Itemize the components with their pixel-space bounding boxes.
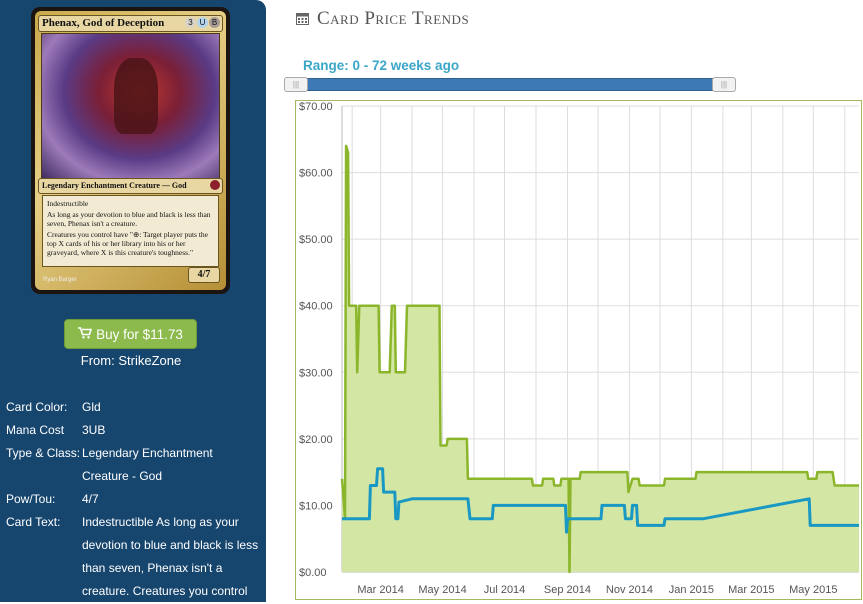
y-tick-label: $40.00 (299, 301, 333, 313)
info-label: Pow/Tou: (6, 492, 56, 506)
buy-button[interactable]: Buy for $11.73 (64, 319, 197, 349)
info-label: Card Text: (6, 515, 61, 529)
section-title-text: Card Price Trends (317, 8, 470, 29)
y-tick-label: $10.00 (299, 500, 333, 512)
info-label: Type & Class: (6, 446, 81, 460)
section-title: Card Price Trends (296, 8, 469, 31)
x-tick-label: Nov 2014 (606, 584, 653, 596)
price-chart-svg: $0.00 $10.00 $20.00 $30.00 $40.00 $50.00 $60.0… (299, 101, 859, 596)
info-value: 3UB (82, 423, 106, 437)
calendar-icon (296, 9, 309, 31)
x-tick-label: Jan 2015 (669, 584, 714, 596)
price-line-green (340, 144, 859, 574)
info-row-pow: Pow/Tou: 4/7 (6, 488, 262, 511)
art-figure (114, 58, 158, 134)
slider-handle-left[interactable]: ||| (284, 77, 308, 92)
y-tick-label: $70.00 (299, 101, 333, 113)
buy-label: Buy for $11.73 (96, 327, 183, 342)
blue-mana-icon: U (197, 17, 208, 28)
price-line-blue (342, 467, 859, 534)
info-value: Indestructible As long as your devotion … (82, 515, 259, 598)
black-mana-icon: B (209, 17, 220, 28)
price-area (342, 145, 859, 572)
x-tick-label: May 2014 (418, 584, 466, 596)
info-label: Card Color: (6, 400, 68, 414)
x-tick-label: May 2015 (789, 584, 837, 596)
seller-label: From: StrikeZone (80, 353, 182, 368)
info-row-color: Card Color: Gld (6, 396, 262, 419)
info-value: Gld (82, 400, 101, 414)
set-symbol-icon (210, 180, 220, 190)
rules-line: As long as your devotion to blue and bla… (47, 210, 211, 228)
y-tick-label: $30.00 (299, 367, 333, 379)
card-name: Phenax, God of Deception (38, 15, 223, 32)
card-rules-text: Indestructible As long as your devotion … (42, 195, 219, 267)
info-value: Legendary Enchantment Creature - God (82, 446, 213, 483)
y-tick-label: $0.00 (299, 567, 327, 579)
y-tick-label: $20.00 (299, 434, 333, 446)
y-tick-label: $50.00 (299, 234, 333, 246)
info-row-type: Type & Class: Legendary Enchantment Creat… (6, 442, 262, 488)
info-row-text: Card Text: Indestructible As long as your… (6, 511, 262, 602)
info-value: 4/7 (82, 492, 99, 506)
card-art (41, 33, 220, 179)
price-chart: $0.00 $10.00 $20.00 $30.00 $40.00 $50.00 $60.0… (295, 100, 862, 600)
card-info: Card Color: Gld Mana Cost 3UB Type & Class… (6, 396, 262, 602)
range-label: Range: 0 - 72 weeks ago (303, 58, 460, 73)
card-power-toughness: 4/7 (188, 267, 220, 283)
x-tick-label: Mar 2015 (728, 584, 774, 596)
x-tick-label: Mar 2014 (357, 584, 403, 596)
x-tick-label: Jul 2014 (484, 584, 526, 596)
rules-line: Creatures you control have "⊕: Target pl… (47, 230, 208, 257)
y-tick-label: $60.00 (299, 168, 333, 180)
info-label: Mana Cost (6, 423, 65, 437)
slider-handle-right[interactable]: ||| (712, 77, 736, 92)
rules-line: Indestructible (47, 199, 89, 208)
x-tick-label: Sep 2014 (544, 584, 591, 596)
card-artist: Ryan Barger (43, 277, 77, 283)
cart-icon (78, 320, 93, 350)
card-type-line: Legendary Enchantment Creature — God (38, 178, 223, 194)
generic-mana-icon: 3 (185, 17, 196, 28)
range-slider[interactable] (286, 78, 736, 91)
info-row-cost: Mana Cost 3UB (6, 419, 262, 442)
